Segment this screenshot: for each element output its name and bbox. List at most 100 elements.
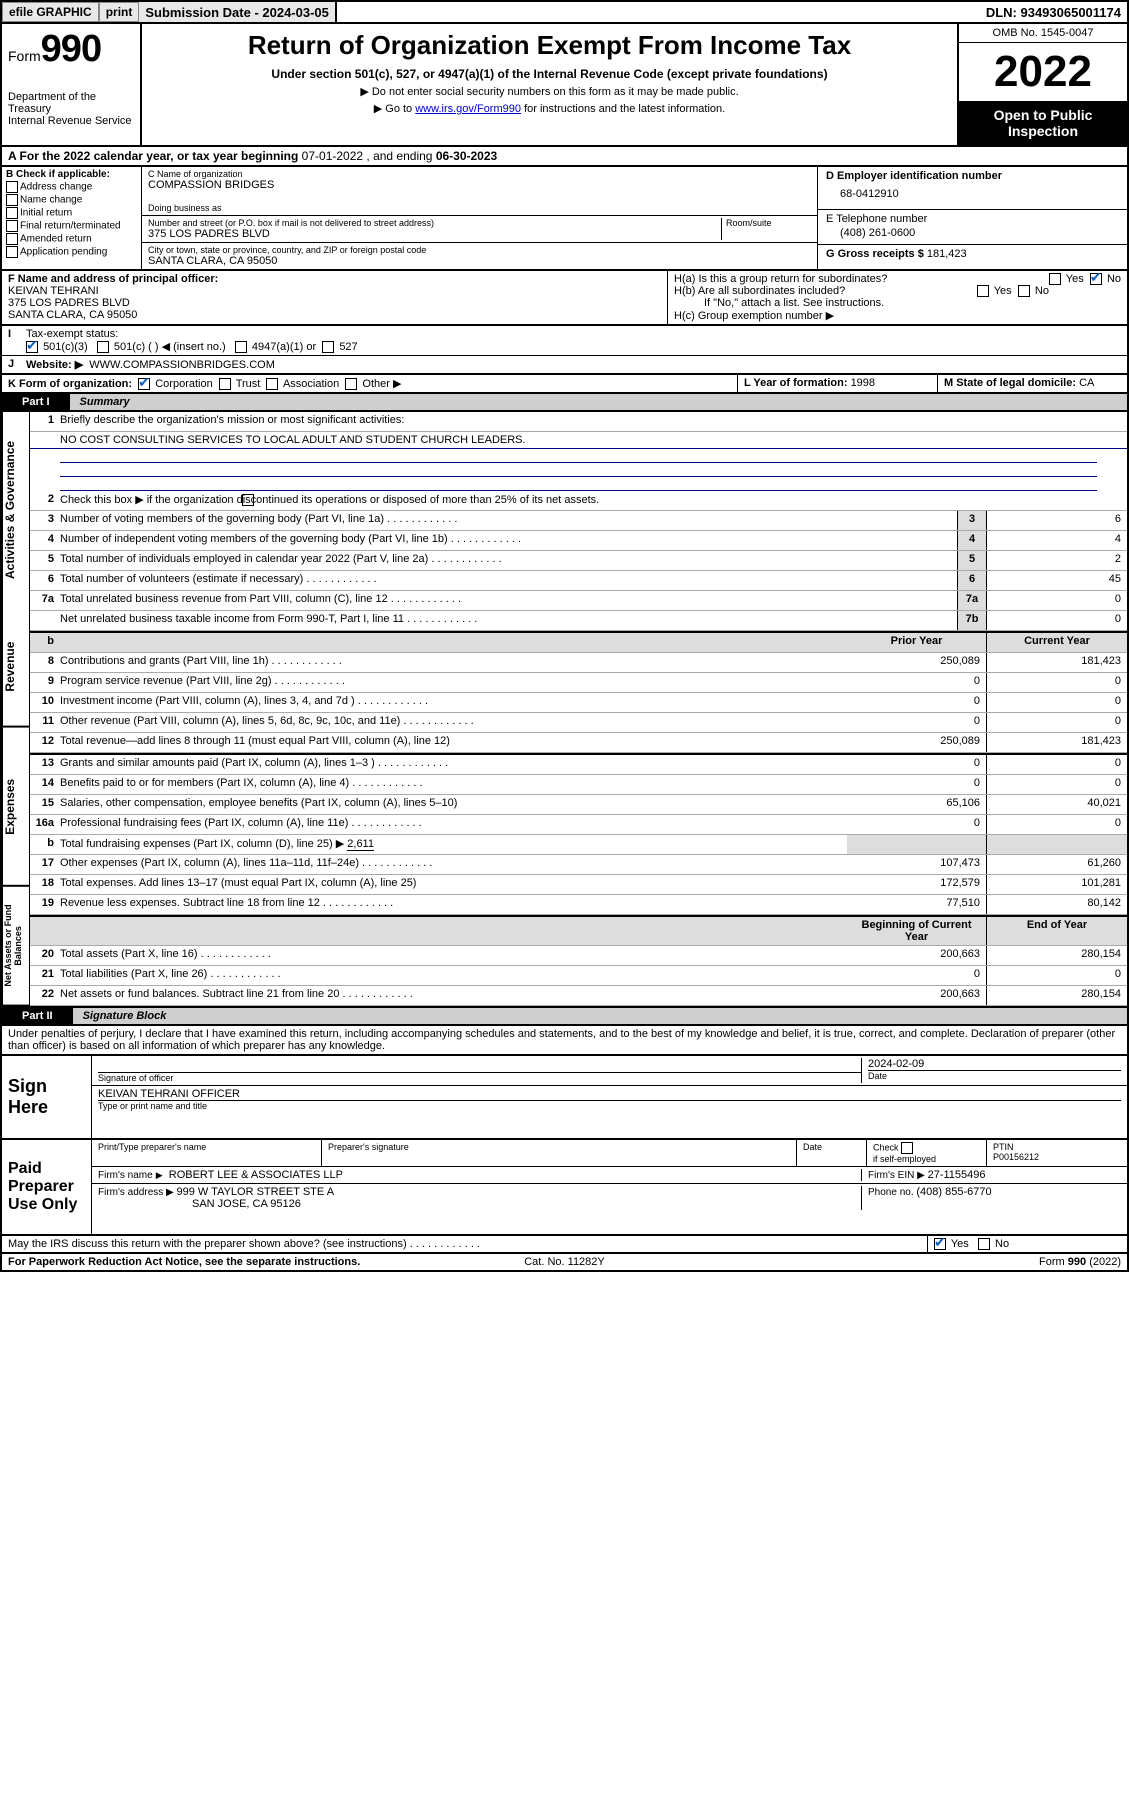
i-label: Tax-exempt status:: [26, 328, 118, 340]
l6-text: Total number of volunteers (estimate if …: [58, 571, 957, 590]
c19: 80,142: [987, 895, 1127, 914]
cb-trust[interactable]: [219, 378, 231, 390]
discuss-no[interactable]: [978, 1238, 990, 1250]
firm-addr2: SAN JOSE, CA 95126: [98, 1198, 301, 1210]
l16a: Professional fundraising fees (Part IX, …: [58, 815, 847, 834]
sect-na: Beginning of Current Year End of Year 20…: [30, 917, 1127, 1006]
sig-officer-label: Signature of officer: [98, 1073, 861, 1083]
tax-year-line: A For the 2022 calendar year, or tax yea…: [0, 147, 1129, 167]
c11: 0: [987, 713, 1127, 732]
p10: 0: [847, 693, 987, 712]
officer-addr1: 375 LOS PADRES BLVD: [8, 297, 130, 309]
cb-final-return[interactable]: Final return/terminated: [6, 220, 137, 232]
cb-l2[interactable]: [242, 494, 254, 506]
v6: 45: [987, 571, 1127, 590]
l10: Investment income (Part VIII, column (A)…: [58, 693, 847, 712]
cb-application-pending[interactable]: Application pending: [6, 246, 137, 258]
cb-501c3[interactable]: [26, 341, 38, 353]
discuss-yes[interactable]: [934, 1238, 946, 1250]
p19: 77,510: [847, 895, 987, 914]
state-domicile: CA: [1079, 377, 1094, 389]
klm-block: K Form of organization: Corporation Trus…: [0, 375, 1129, 394]
part-i-title: Summary: [70, 394, 1127, 410]
ein: 68-0412910: [826, 182, 1119, 206]
l17: Other expenses (Part IX, column (A), lin…: [58, 855, 847, 874]
cb-self-employed[interactable]: [901, 1142, 913, 1154]
form-label: Form: [8, 48, 41, 64]
cb-name-change[interactable]: Name change: [6, 194, 137, 206]
fh-block: F Name and address of principal officer:…: [0, 271, 1129, 326]
form-title: Return of Organization Exempt From Incom…: [152, 30, 947, 61]
cb-other[interactable]: [345, 378, 357, 390]
dba-label: Doing business as: [148, 203, 811, 213]
cb-assoc[interactable]: [266, 378, 278, 390]
sign-date: 2024-02-09: [868, 1058, 1121, 1070]
l14: Benefits paid to or for members (Part IX…: [58, 775, 847, 794]
ha-yes[interactable]: [1049, 273, 1061, 285]
cb-initial-return[interactable]: Initial return: [6, 207, 137, 219]
cb-corp[interactable]: [138, 378, 150, 390]
v5: 2: [987, 551, 1127, 570]
goto-link-line: ▶ Go to www.irs.gov/Form990 for instruct…: [152, 102, 947, 115]
form-subtitle: Under section 501(c), 527, or 4947(a)(1)…: [152, 67, 947, 81]
phone: (408) 261-0600: [826, 225, 1119, 241]
l18: Total expenses. Add lines 13–17 (must eq…: [58, 875, 847, 894]
c13: 0: [987, 755, 1127, 774]
discuss-text: May the IRS discuss this return with the…: [2, 1236, 927, 1252]
l15: Salaries, other compensation, employee b…: [58, 795, 847, 814]
p18: 172,579: [847, 875, 987, 894]
v3: 6: [987, 511, 1127, 530]
l13: Grants and similar amounts paid (Part IX…: [58, 755, 847, 774]
l16b-val: 2,611: [347, 838, 374, 851]
print-button[interactable]: print: [99, 2, 140, 22]
p14: 0: [847, 775, 987, 794]
cb-amended-return[interactable]: Amended return: [6, 233, 137, 245]
hdr-py: Prior Year: [847, 633, 987, 652]
discuss-line: May the IRS discuss this return with the…: [0, 1236, 1129, 1254]
firm-phone-label: Phone no.: [868, 1187, 916, 1198]
form-number: 990: [41, 28, 101, 70]
entity-block: B Check if applicable: Address change Na…: [0, 167, 1129, 271]
l7b-text: Net unrelated business taxable income fr…: [58, 611, 957, 630]
side-rev: Revenue: [2, 608, 30, 728]
cat-no: Cat. No. 11282Y: [379, 1256, 750, 1268]
cb-501c[interactable]: [97, 341, 109, 353]
c20: 280,154: [987, 946, 1127, 965]
hb-yes[interactable]: [977, 285, 989, 297]
e-phone-label: E Telephone number: [826, 213, 1119, 225]
irs-label: Internal Revenue Service: [8, 115, 134, 127]
cb-address-change[interactable]: Address change: [6, 181, 137, 193]
c17: 61,260: [987, 855, 1127, 874]
instructions-link[interactable]: www.irs.gov/Form990: [415, 103, 521, 115]
c18: 101,281: [987, 875, 1127, 894]
p20: 200,663: [847, 946, 987, 965]
cb-4947[interactable]: [235, 341, 247, 353]
p8: 250,089: [847, 653, 987, 672]
ij-block: I Tax-exempt status: 501(c)(3) 501(c) ( …: [0, 326, 1129, 375]
v7a: 0: [987, 591, 1127, 610]
cb-527[interactable]: [322, 341, 334, 353]
prep-name-hdr: Print/Type preparer's name: [92, 1140, 322, 1166]
v7b: 0: [987, 611, 1127, 630]
p15: 65,106: [847, 795, 987, 814]
firm-addr1: 999 W TAYLOR STREET STE A: [177, 1186, 335, 1198]
firm-phone: (408) 855-6770: [916, 1186, 991, 1198]
c9: 0: [987, 673, 1127, 692]
hdr-bcy: Beginning of Current Year: [847, 917, 987, 945]
ha-no[interactable]: [1090, 273, 1102, 285]
open-public: Open to Public Inspection: [959, 101, 1127, 145]
hb-note: If "No," attach a list. See instructions…: [674, 297, 1121, 309]
efile-button[interactable]: efile GRAPHIC: [2, 2, 99, 22]
sect-ag: 1 Briefly describe the organization's mi…: [30, 412, 1127, 633]
dept-treasury: Department of the Treasury: [8, 91, 134, 115]
p11: 0: [847, 713, 987, 732]
ssn-warning: ▶ Do not enter social security numbers o…: [152, 85, 947, 98]
year-end: 06-30-2023: [436, 149, 497, 163]
l22: Net assets or fund balances. Subtract li…: [58, 986, 847, 1005]
l4-text: Number of independent voting members of …: [58, 531, 957, 550]
l-label: L Year of formation:: [744, 377, 851, 389]
hb-no[interactable]: [1018, 285, 1030, 297]
b-header: B Check if applicable:: [6, 169, 137, 180]
c22: 280,154: [987, 986, 1127, 1005]
hb-line: H(b) Are all subordinates included? Yes …: [674, 285, 1121, 297]
